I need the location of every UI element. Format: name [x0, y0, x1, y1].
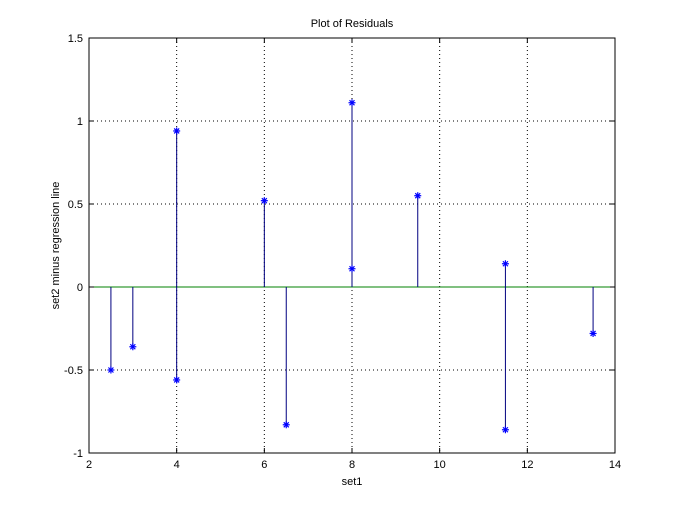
- star-marker: [501, 426, 509, 434]
- y-axis-label: set2 minus regression line: [50, 182, 62, 310]
- stem-lines: [110, 102, 594, 430]
- tick-marks: [88, 37, 616, 454]
- x-tick-label: 2: [86, 459, 92, 471]
- star-marker: [414, 192, 422, 200]
- data-markers: [107, 99, 597, 434]
- star-marker: [282, 421, 290, 429]
- y-tick-labels: -1 -0.5 0 0.5 1 1.5: [64, 33, 83, 460]
- x-axis-label: set1: [342, 476, 363, 488]
- x-tick-label: 6: [261, 459, 267, 471]
- star-marker: [173, 376, 181, 384]
- star-marker: [589, 329, 597, 337]
- y-tick-label: -1: [73, 448, 83, 460]
- x-tick-label: 10: [434, 459, 446, 471]
- star-marker: [501, 260, 509, 268]
- star-marker: [129, 343, 137, 351]
- x-tick-label: 14: [609, 459, 621, 471]
- star-marker: [173, 127, 181, 135]
- y-tick-label: 1: [77, 116, 83, 128]
- x-tick-label: 8: [349, 459, 355, 471]
- chart-title: Plot of Residuals: [311, 18, 394, 30]
- x-tick-label: 4: [174, 459, 180, 471]
- star-marker: [348, 99, 356, 107]
- y-tick-label: 1.5: [68, 33, 83, 45]
- star-marker: [107, 366, 115, 374]
- star-marker: [348, 265, 356, 273]
- x-tick-labels: 2 4 6 8 10 12 14: [86, 459, 621, 471]
- x-tick-label: 12: [521, 459, 533, 471]
- y-tick-label: -0.5: [64, 365, 83, 377]
- y-tick-label: 0: [77, 282, 83, 294]
- y-tick-label: 0.5: [68, 199, 83, 211]
- star-marker: [260, 197, 268, 205]
